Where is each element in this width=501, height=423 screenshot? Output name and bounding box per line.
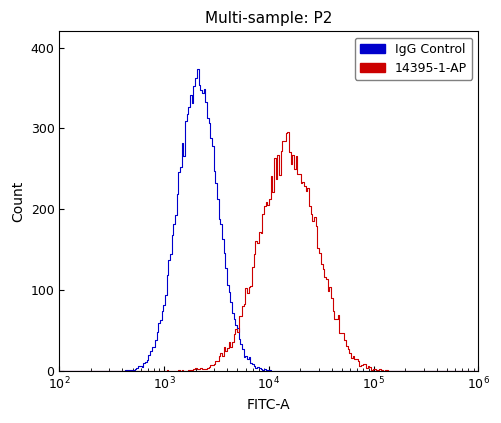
14395-1-AP <box>308 203 314 209</box>
14395-1-AP <box>475 368 481 374</box>
IgG Control <box>258 365 264 371</box>
IgG Control <box>285 368 291 374</box>
IgG Control <box>57 368 63 374</box>
IgG Control <box>308 368 314 374</box>
IgG Control <box>402 368 408 374</box>
14395-1-AP <box>402 368 408 373</box>
14395-1-AP <box>467 368 473 374</box>
Legend: IgG Control, 14395-1-AP: IgG Control, 14395-1-AP <box>355 38 472 80</box>
14395-1-AP <box>285 130 291 135</box>
IgG Control <box>194 67 200 72</box>
IgG Control <box>259 368 265 373</box>
14395-1-AP <box>285 130 291 135</box>
Title: Multi-sample: P2: Multi-sample: P2 <box>205 11 333 26</box>
Line: IgG Control: IgG Control <box>60 69 478 371</box>
IgG Control <box>467 368 473 374</box>
Y-axis label: Count: Count <box>11 181 25 222</box>
14395-1-AP <box>57 368 63 374</box>
14395-1-AP <box>60 368 66 374</box>
X-axis label: FITC-A: FITC-A <box>247 398 291 412</box>
IgG Control <box>58 368 64 374</box>
IgG Control <box>475 368 481 374</box>
Line: 14395-1-AP: 14395-1-AP <box>60 132 478 371</box>
14395-1-AP <box>256 229 262 234</box>
14395-1-AP <box>259 231 265 236</box>
